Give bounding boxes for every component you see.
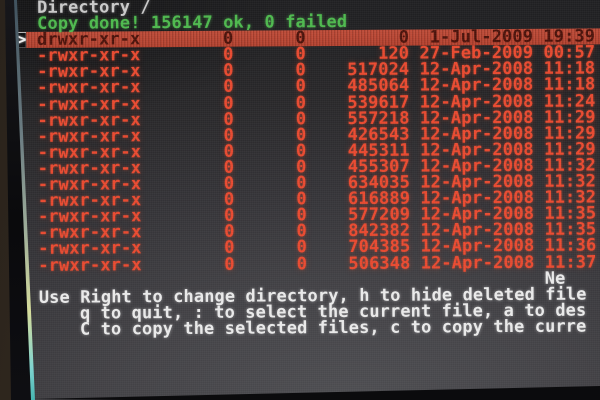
file-row[interactable]: -rwxr-xr-x 0 0 506348 12-Apr-2008 11:37 (18, 251, 600, 276)
terminal: Directory / Copy done! 156147 ok, 0 fail… (16, 0, 600, 392)
file-row-text: -rwxr-xr-x 0 0 506348 12-Apr-2008 11:37 (27, 251, 597, 276)
help-line-3: C to copy the selected files, c to copy … (79, 316, 587, 340)
file-list: > drwxr-xr-x 0 0 0 1-Jul-2009 19:39 -rwx… (16, 27, 600, 276)
